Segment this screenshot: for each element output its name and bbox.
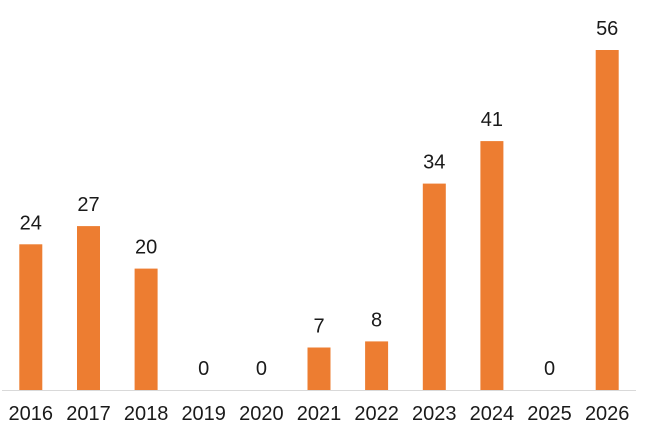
- value-label-2016: 24: [20, 212, 42, 234]
- bars-layer: [19, 50, 619, 390]
- value-labels-layer: 24 27 20 0 0 7 8 34 41 0 56: [20, 18, 619, 380]
- value-label-2018: 20: [135, 237, 157, 259]
- x-tick-label-2022: 2022: [354, 403, 399, 425]
- value-label-2024: 41: [481, 109, 503, 131]
- x-tick-labels-layer: 2016 2017 2018 2019 2020 2021 2022 2023 2024 2025…: [9, 403, 630, 425]
- x-tick-label-2024: 2024: [470, 403, 515, 425]
- bar-2022: [365, 341, 389, 390]
- bar-2026: [595, 50, 619, 390]
- bar-2024: [480, 141, 504, 390]
- value-label-2021: 7: [313, 316, 324, 338]
- value-label-2019: 0: [198, 358, 209, 380]
- x-tick-label-2023: 2023: [412, 403, 457, 425]
- bar-2016: [19, 244, 43, 390]
- x-tick-label-2017: 2017: [66, 403, 111, 425]
- x-tick-label-2021: 2021: [297, 403, 342, 425]
- x-tick-label-2026: 2026: [585, 403, 630, 425]
- value-label-2017: 27: [77, 194, 99, 216]
- value-label-2022: 8: [371, 309, 382, 331]
- bar-2021: [307, 347, 331, 390]
- bar-2023: [422, 183, 446, 390]
- value-label-2026: 56: [596, 18, 618, 40]
- bar-2017: [77, 226, 100, 390]
- x-tick-label-2025: 2025: [527, 403, 572, 425]
- x-tick-label-2020: 2020: [239, 403, 284, 425]
- x-tick-label-2016: 2016: [9, 403, 54, 425]
- x-tick-label-2018: 2018: [124, 403, 169, 425]
- bar-2018: [134, 268, 158, 390]
- x-tick-label-2019: 2019: [181, 403, 226, 425]
- value-label-2025: 0: [544, 358, 555, 380]
- value-label-2023: 34: [423, 152, 445, 174]
- value-label-2020: 0: [256, 358, 267, 380]
